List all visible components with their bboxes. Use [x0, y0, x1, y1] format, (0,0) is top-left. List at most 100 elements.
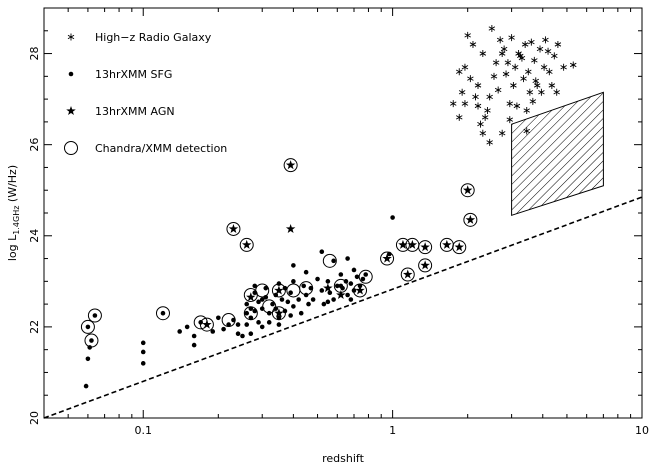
- asterisk-point: [481, 113, 489, 121]
- legend-star-marker: [66, 106, 76, 116]
- star-point: [462, 185, 473, 195]
- dot-point: [270, 301, 275, 307]
- dot-point: [315, 276, 320, 282]
- y-tick-label: 26: [28, 138, 41, 152]
- asterisk-point: [553, 88, 560, 96]
- series-circle: [80, 158, 478, 348]
- y-tick-label: 24: [28, 229, 41, 243]
- asterisk-point: [494, 86, 502, 94]
- asterisk-point: [486, 138, 493, 146]
- circle-point: [380, 251, 395, 266]
- legend-label: High−z Radio Galaxy: [95, 31, 212, 44]
- circle-point: [155, 306, 170, 321]
- asterisk-point: [554, 40, 562, 48]
- asterisk-point: [479, 129, 487, 137]
- circle-point: [353, 283, 368, 298]
- asterisk-point: [523, 127, 530, 135]
- circle-point: [199, 317, 214, 332]
- dot-point: [291, 279, 296, 284]
- dot-point: [191, 342, 197, 348]
- asterisk-point: [469, 40, 477, 48]
- dot-point: [160, 310, 166, 316]
- circle-point: [322, 253, 337, 268]
- dot-point: [308, 285, 314, 291]
- x-tick-label: 10: [635, 424, 649, 437]
- dot-point: [276, 315, 282, 321]
- dot-point: [226, 322, 231, 327]
- circle-point: [87, 308, 102, 323]
- circle-point: [286, 283, 301, 298]
- asterisk-point: [455, 68, 463, 76]
- star-point: [420, 260, 430, 270]
- dot-point: [354, 274, 360, 280]
- asterisk-point: [486, 93, 493, 101]
- circle-point: [299, 281, 314, 296]
- dot-point: [244, 301, 250, 307]
- series-dot: [83, 215, 395, 389]
- asterisk-point: [510, 81, 517, 89]
- legend-item: High−z Radio Galaxy: [67, 31, 212, 44]
- legend: High−z Radio Galaxy 13hrXMM SFG 13hrXMM AG…: [64, 31, 227, 155]
- dot-point: [256, 320, 261, 325]
- asterisk-point: [528, 38, 535, 46]
- dot-point: [184, 324, 190, 330]
- star-point: [285, 160, 296, 170]
- dot-point: [296, 297, 301, 302]
- dot-point: [177, 329, 182, 334]
- legend-item: 13hrXMM AGN: [66, 105, 175, 118]
- dot-point: [235, 331, 241, 337]
- asterisk-point: [458, 88, 466, 96]
- asterisk-point: [538, 88, 545, 96]
- dot-point: [263, 285, 269, 291]
- dot-point: [89, 338, 94, 343]
- asterisk-point: [502, 70, 510, 78]
- circle-point: [400, 267, 415, 282]
- asterisk-point: [498, 129, 506, 137]
- y-tick-label: 22: [28, 320, 41, 334]
- star-point: [274, 308, 284, 318]
- dot-point: [244, 322, 250, 327]
- legend-item: 13hrXMM SFG: [68, 68, 172, 81]
- star-point: [285, 223, 296, 233]
- axes-layer: 0.1 1 10 20 22 24 26 28: [28, 7, 649, 437]
- dot-point: [248, 306, 254, 311]
- series-star: [202, 160, 476, 329]
- asterisk-point: [511, 63, 519, 71]
- x-axis-title: redshift: [322, 452, 364, 465]
- dot-point: [191, 333, 197, 339]
- asterisk-point: [546, 68, 553, 76]
- dot-point: [276, 322, 282, 327]
- asterisk-point: [526, 88, 534, 96]
- dot-point: [351, 267, 357, 273]
- dot-point: [348, 281, 354, 286]
- series-asterisk: [449, 25, 577, 146]
- dot-point: [235, 322, 241, 327]
- star-point: [355, 285, 365, 295]
- legend-circle-marker: [64, 141, 78, 155]
- asterisk-point: [521, 40, 529, 48]
- dot-point: [210, 329, 216, 334]
- circle-point: [271, 306, 286, 321]
- dot-point: [291, 263, 296, 268]
- dot-point: [221, 326, 226, 332]
- star-point: [442, 239, 452, 249]
- dot-point: [252, 283, 258, 289]
- asterisk-point: [467, 75, 474, 83]
- x-tick-label: 0.1: [134, 424, 152, 437]
- asterisk-point: [477, 120, 484, 128]
- asterisk-point: [461, 63, 469, 71]
- circle-point: [271, 283, 286, 298]
- y-axis-title-unit: (W/Hz): [6, 165, 19, 206]
- asterisk-point: [531, 56, 538, 64]
- dot-point: [240, 333, 245, 339]
- star-point: [228, 223, 239, 233]
- circle-point: [226, 221, 241, 236]
- circle-point: [80, 319, 95, 334]
- dot-point: [310, 297, 316, 302]
- legend-item: Chandra/XMM detection: [64, 141, 227, 155]
- legend-label: 13hrXMM SFG: [95, 68, 172, 81]
- circle-point: [463, 212, 478, 227]
- dot-point: [285, 299, 291, 305]
- dot-point: [345, 292, 350, 298]
- hatched-region: [511, 91, 604, 216]
